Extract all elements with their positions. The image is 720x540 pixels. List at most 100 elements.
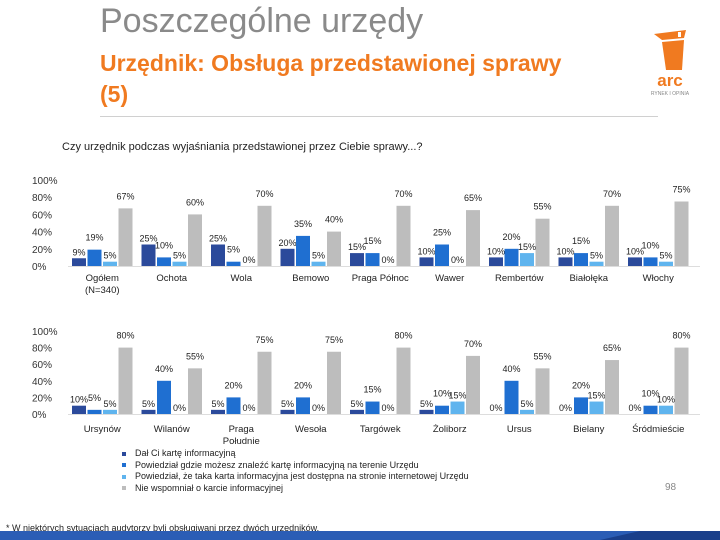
data-label: 75% [672, 185, 690, 195]
legend-label: Nie wspomniał o karcie informacyjnej [135, 482, 284, 493]
data-label: 70% [464, 339, 482, 349]
legend-item: Nie wspomniał o karcie informacyjnej [122, 483, 469, 495]
data-label: 20% [294, 380, 312, 390]
category-label: Żoliborz [433, 424, 467, 435]
data-label: 5% [420, 399, 433, 409]
bar [87, 249, 102, 266]
bar [605, 360, 619, 414]
bar [450, 401, 465, 414]
bar [311, 261, 326, 266]
data-label: 15% [572, 236, 590, 246]
data-label: 15% [363, 236, 381, 246]
data-label: 80% [394, 331, 412, 341]
y-tick-label: 60% [32, 360, 52, 371]
data-label: 0% [628, 403, 641, 413]
category-label: Ursynów [84, 424, 121, 435]
data-label: 5% [281, 399, 294, 409]
bar [489, 257, 503, 266]
footnote: * W niektórych sytuacjach audytorzy byli… [6, 523, 320, 533]
bar [87, 409, 102, 414]
data-label: 20% [502, 232, 520, 242]
bar [350, 253, 364, 266]
bar [558, 257, 573, 266]
data-label: 10% [657, 395, 675, 405]
bar [72, 258, 86, 266]
category-label: Włochy [643, 273, 674, 284]
bar [674, 201, 689, 266]
data-label: 25% [209, 234, 227, 244]
legend-label: Dał Ci kartę informacyjną [135, 448, 236, 458]
data-label: 10% [70, 395, 88, 405]
data-label: 10% [155, 240, 173, 250]
data-label: 0% [559, 403, 572, 413]
logo-brand: arc [657, 71, 683, 90]
bar [674, 347, 689, 414]
bar [226, 261, 241, 266]
data-label: 0% [312, 403, 325, 413]
data-label: 65% [603, 343, 621, 353]
data-label: 0% [242, 403, 255, 413]
bar [211, 409, 225, 414]
title-divider [100, 116, 658, 117]
bar [589, 261, 604, 266]
category-label: Wilanów [154, 424, 190, 435]
data-label: 55% [533, 351, 551, 361]
data-label: 10% [641, 240, 659, 250]
category-label: Ogółem [86, 273, 119, 284]
data-label: 80% [672, 331, 690, 341]
data-label: 5% [520, 399, 533, 409]
bar [365, 401, 380, 414]
data-label: 5% [88, 393, 101, 403]
y-tick-label: 40% [32, 377, 52, 388]
bar [103, 409, 117, 414]
data-label: 25% [433, 228, 451, 238]
data-label: 55% [533, 202, 551, 212]
data-label: 15% [587, 391, 605, 401]
category-label: Rembertów [495, 273, 544, 284]
data-label: 0% [489, 403, 502, 413]
data-label: 75% [325, 335, 343, 345]
data-label: 55% [186, 351, 204, 361]
bar [628, 257, 642, 266]
bar [72, 405, 86, 414]
bar [188, 214, 202, 266]
bar [659, 405, 673, 414]
bar [659, 261, 673, 266]
chart-legend: Dał Ci kartę informacyjną Powiedział gdz… [122, 448, 469, 494]
bar [257, 205, 272, 266]
data-label: 40% [325, 215, 343, 225]
legend-item: Powiedział gdzie możesz znaleźć kartę in… [122, 460, 469, 472]
category-label: Praga Północ [352, 273, 409, 284]
category-label: (N=340) [85, 285, 120, 296]
data-label: 10% [417, 246, 435, 256]
legend-swatch [122, 486, 126, 491]
data-label: 20% [572, 380, 590, 390]
data-label: 5% [211, 399, 224, 409]
legend-swatch [122, 474, 126, 479]
category-label: Bielany [573, 424, 604, 435]
category-label: Ochota [156, 273, 187, 284]
data-label: 0% [451, 255, 464, 265]
footer-bar [0, 531, 720, 540]
category-label: Bemowo [292, 273, 329, 284]
legend-item: Powiedział, że taka karta informacyjna j… [122, 471, 469, 483]
data-label: 10% [626, 246, 644, 256]
bar [535, 218, 550, 266]
y-tick-label: 80% [32, 344, 52, 355]
bar [157, 380, 171, 414]
y-tick-label: 100% [32, 176, 58, 187]
bar [419, 257, 434, 266]
logo-tagline: RYNEK I OPINIA [651, 91, 690, 97]
category-label: Białołęka [569, 273, 608, 284]
data-label: 20% [224, 380, 242, 390]
bar [141, 244, 156, 266]
y-tick-label: 100% [32, 327, 58, 338]
bar [504, 380, 519, 414]
bar [396, 347, 411, 414]
page-number: 98 [665, 482, 677, 493]
bar [327, 231, 341, 266]
bar [280, 248, 295, 266]
y-tick-label: 20% [32, 245, 52, 256]
data-label: 5% [350, 399, 363, 409]
